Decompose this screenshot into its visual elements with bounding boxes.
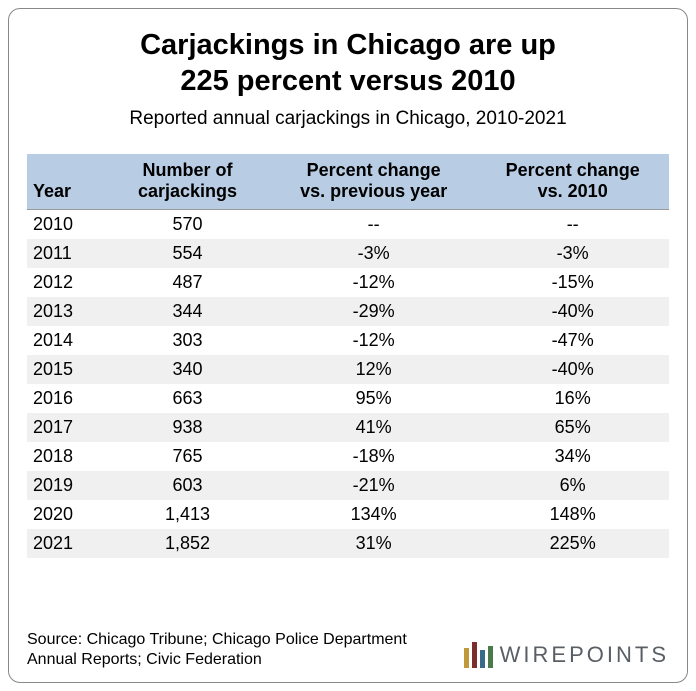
cell-year: 2020: [27, 500, 104, 529]
cell-year: 2010: [27, 209, 104, 239]
cell-pct_prev: -12%: [271, 326, 476, 355]
cell-pct_prev: 95%: [271, 384, 476, 413]
table-row: 2011554-3%-3%: [27, 239, 669, 268]
cell-pct_2010: 148%: [476, 500, 669, 529]
cell-count: 765: [104, 442, 271, 471]
cell-pct_2010: --: [476, 209, 669, 239]
cell-pct_prev: -21%: [271, 471, 476, 500]
cell-pct_prev: -12%: [271, 268, 476, 297]
cell-pct_prev: -29%: [271, 297, 476, 326]
cell-pct_2010: 6%: [476, 471, 669, 500]
col-pct-prev: Percent changevs. previous year: [271, 154, 476, 210]
cell-pct_prev: -3%: [271, 239, 476, 268]
cell-pct_2010: 34%: [476, 442, 669, 471]
page-title: Carjackings in Chicago are up 225 percen…: [27, 27, 669, 100]
cell-count: 303: [104, 326, 271, 355]
cell-pct_prev: 31%: [271, 529, 476, 558]
table-row: 20211,85231%225%: [27, 529, 669, 558]
table-row: 2010570----: [27, 209, 669, 239]
page-subtitle: Reported annual carjackings in Chicago, …: [27, 108, 669, 130]
cell-count: 1,413: [104, 500, 271, 529]
cell-year: 2018: [27, 442, 104, 471]
col-count: Number ofcarjackings: [104, 154, 271, 210]
table-row: 2019603-21%6%: [27, 471, 669, 500]
table-header: Year Number ofcarjackings Percent change…: [27, 154, 669, 210]
cell-year: 2014: [27, 326, 104, 355]
cell-year: 2012: [27, 268, 104, 297]
table-row: 20201,413134%148%: [27, 500, 669, 529]
cell-pct_prev: -18%: [271, 442, 476, 471]
table-row: 2012487-12%-15%: [27, 268, 669, 297]
cell-pct_prev: 134%: [271, 500, 476, 529]
cell-count: 603: [104, 471, 271, 500]
cell-count: 570: [104, 209, 271, 239]
source-text: Source: Chicago Tribune; Chicago Police …: [27, 630, 417, 670]
table-row: 201534012%-40%: [27, 355, 669, 384]
cell-count: 938: [104, 413, 271, 442]
cell-pct_2010: -3%: [476, 239, 669, 268]
table-row: 2014303-12%-47%: [27, 326, 669, 355]
table-row: 201793841%65%: [27, 413, 669, 442]
col-year: Year: [27, 154, 104, 210]
carjackings-table: Year Number ofcarjackings Percent change…: [27, 154, 669, 558]
cell-pct_prev: 41%: [271, 413, 476, 442]
wirepoints-logo: WIREPOINTS: [462, 640, 669, 670]
footer: Source: Chicago Tribune; Chicago Police …: [27, 630, 669, 670]
table-row: 2018765-18%34%: [27, 442, 669, 471]
cell-year: 2017: [27, 413, 104, 442]
title-line-2: 225 percent versus 2010: [180, 65, 515, 97]
cell-year: 2021: [27, 529, 104, 558]
title-line-1: Carjackings in Chicago are up: [140, 29, 556, 61]
cell-year: 2015: [27, 355, 104, 384]
cell-count: 340: [104, 355, 271, 384]
cell-count: 344: [104, 297, 271, 326]
cell-year: 2011: [27, 239, 104, 268]
cell-pct_2010: -40%: [476, 297, 669, 326]
cell-year: 2013: [27, 297, 104, 326]
report-card: Carjackings in Chicago are up 225 percen…: [8, 8, 688, 683]
cell-pct_2010: 16%: [476, 384, 669, 413]
cell-pct_prev: --: [271, 209, 476, 239]
cell-pct_2010: -15%: [476, 268, 669, 297]
cell-pct_prev: 12%: [271, 355, 476, 384]
cell-year: 2019: [27, 471, 104, 500]
table-row: 201666395%16%: [27, 384, 669, 413]
logo-bars-icon: [462, 640, 496, 670]
cell-pct_2010: -40%: [476, 355, 669, 384]
cell-pct_2010: 225%: [476, 529, 669, 558]
cell-count: 487: [104, 268, 271, 297]
table-body: 2010570----2011554-3%-3%2012487-12%-15%2…: [27, 209, 669, 558]
cell-count: 663: [104, 384, 271, 413]
logo-text: WIREPOINTS: [500, 642, 669, 668]
cell-pct_2010: 65%: [476, 413, 669, 442]
col-pct-2010: Percent changevs. 2010: [476, 154, 669, 210]
cell-count: 1,852: [104, 529, 271, 558]
cell-count: 554: [104, 239, 271, 268]
cell-year: 2016: [27, 384, 104, 413]
cell-pct_2010: -47%: [476, 326, 669, 355]
table-row: 2013344-29%-40%: [27, 297, 669, 326]
